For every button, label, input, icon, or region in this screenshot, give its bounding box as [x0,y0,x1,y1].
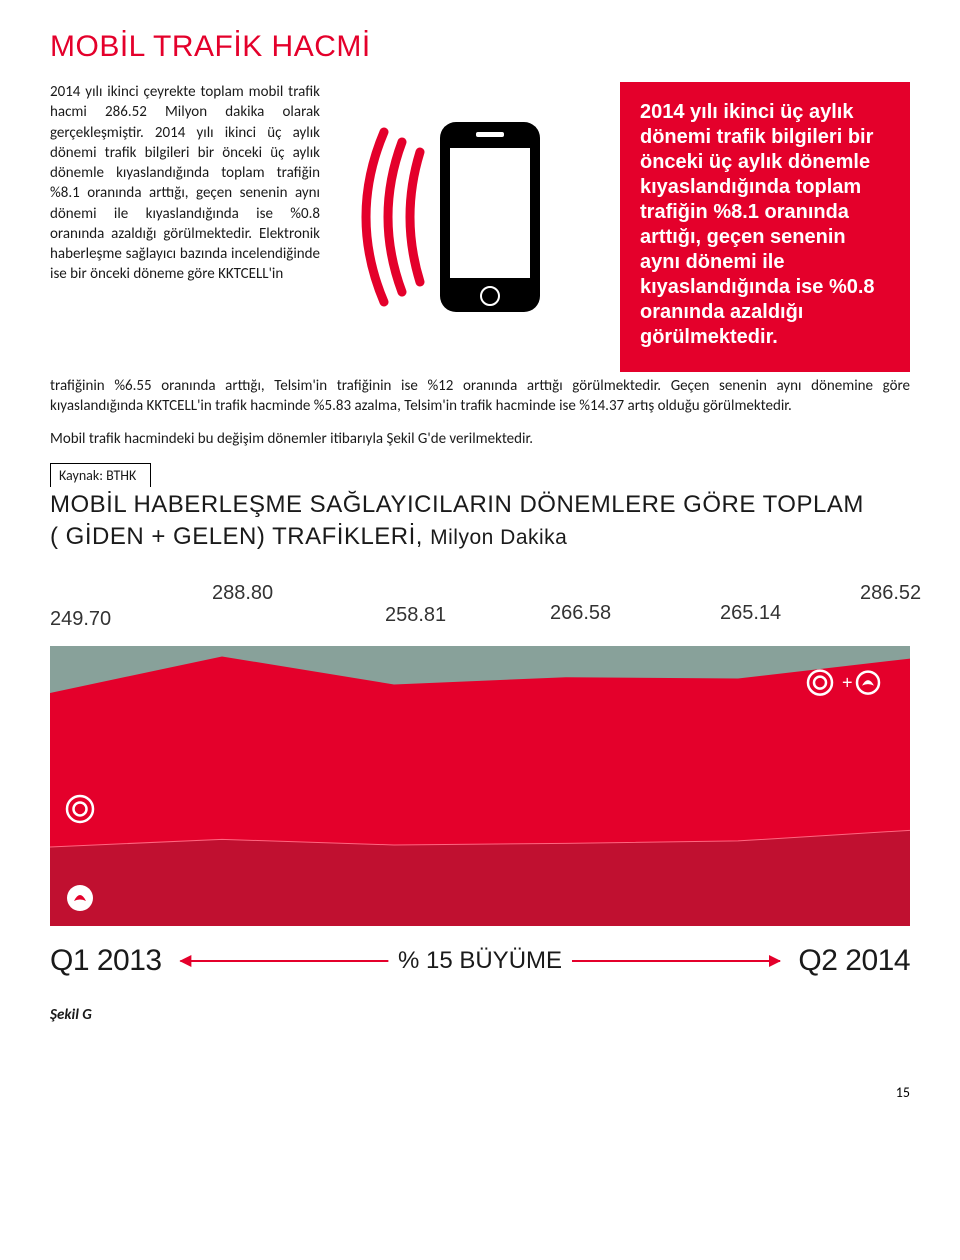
chart-value-labels: 249.70288.80258.81266.58265.14286.52 [50,582,910,646]
chart-title-line2a: ( GİDEN + GELEN) TRAFİKLERİ, [50,523,430,550]
chart-title: MOBİL HABERLEŞME SAĞLAYICILARIN DÖNEMLER… [50,489,910,554]
chart-bottom-row: Q1 2013 % 15 BÜYÜME Q2 2014 [50,944,910,978]
left-paragraph: 2014 yılı ikinci çeyrekte toplam mobil t… [50,82,320,285]
callout-box: 2014 yılı ikinci üç aylık dönemi trafik … [620,82,910,372]
chart-title-line2b: Milyon Dakika [430,526,567,549]
change-line: Mobil trafik hacmindeki bu değişim dönem… [50,429,910,449]
area-chart-svg: + [50,646,910,926]
chart-value-label: 286.52 [860,582,921,605]
growth-arrow-left [180,960,388,962]
period-start-label: Q1 2013 [50,944,162,978]
growth-arrow-right [572,960,780,962]
chart-value-label: 258.81 [385,604,446,627]
area-chart: 249.70288.80258.81266.58265.14286.52 + Q… [50,582,910,978]
period-end-label: Q2 2014 [798,944,910,978]
figure-label: Şekil G [50,1006,910,1024]
chart-value-label: 249.70 [50,608,111,631]
chart-value-label: 288.80 [212,582,273,605]
chart-title-line1: MOBİL HABERLEŞME SAĞLAYICILARIN DÖNEMLER… [50,491,864,518]
growth-indicator: % 15 BÜYÜME [162,947,799,975]
phone-signal-graphic [340,82,600,332]
page-number: 15 [50,1084,910,1101]
growth-text: % 15 BÜYÜME [398,947,562,975]
svg-text:+: + [842,672,853,692]
top-content-block: 2014 yılı ikinci çeyrekte toplam mobil t… [50,82,910,372]
chart-value-label: 265.14 [720,602,781,625]
body-paragraph: trafiğinin %6.55 oranında arttığı, Telsi… [50,376,910,417]
source-box: Kaynak: BTHK [50,463,151,487]
chart-value-label: 266.58 [550,602,611,625]
page-title: MOBİL TRAFİK HACMİ [50,30,910,64]
